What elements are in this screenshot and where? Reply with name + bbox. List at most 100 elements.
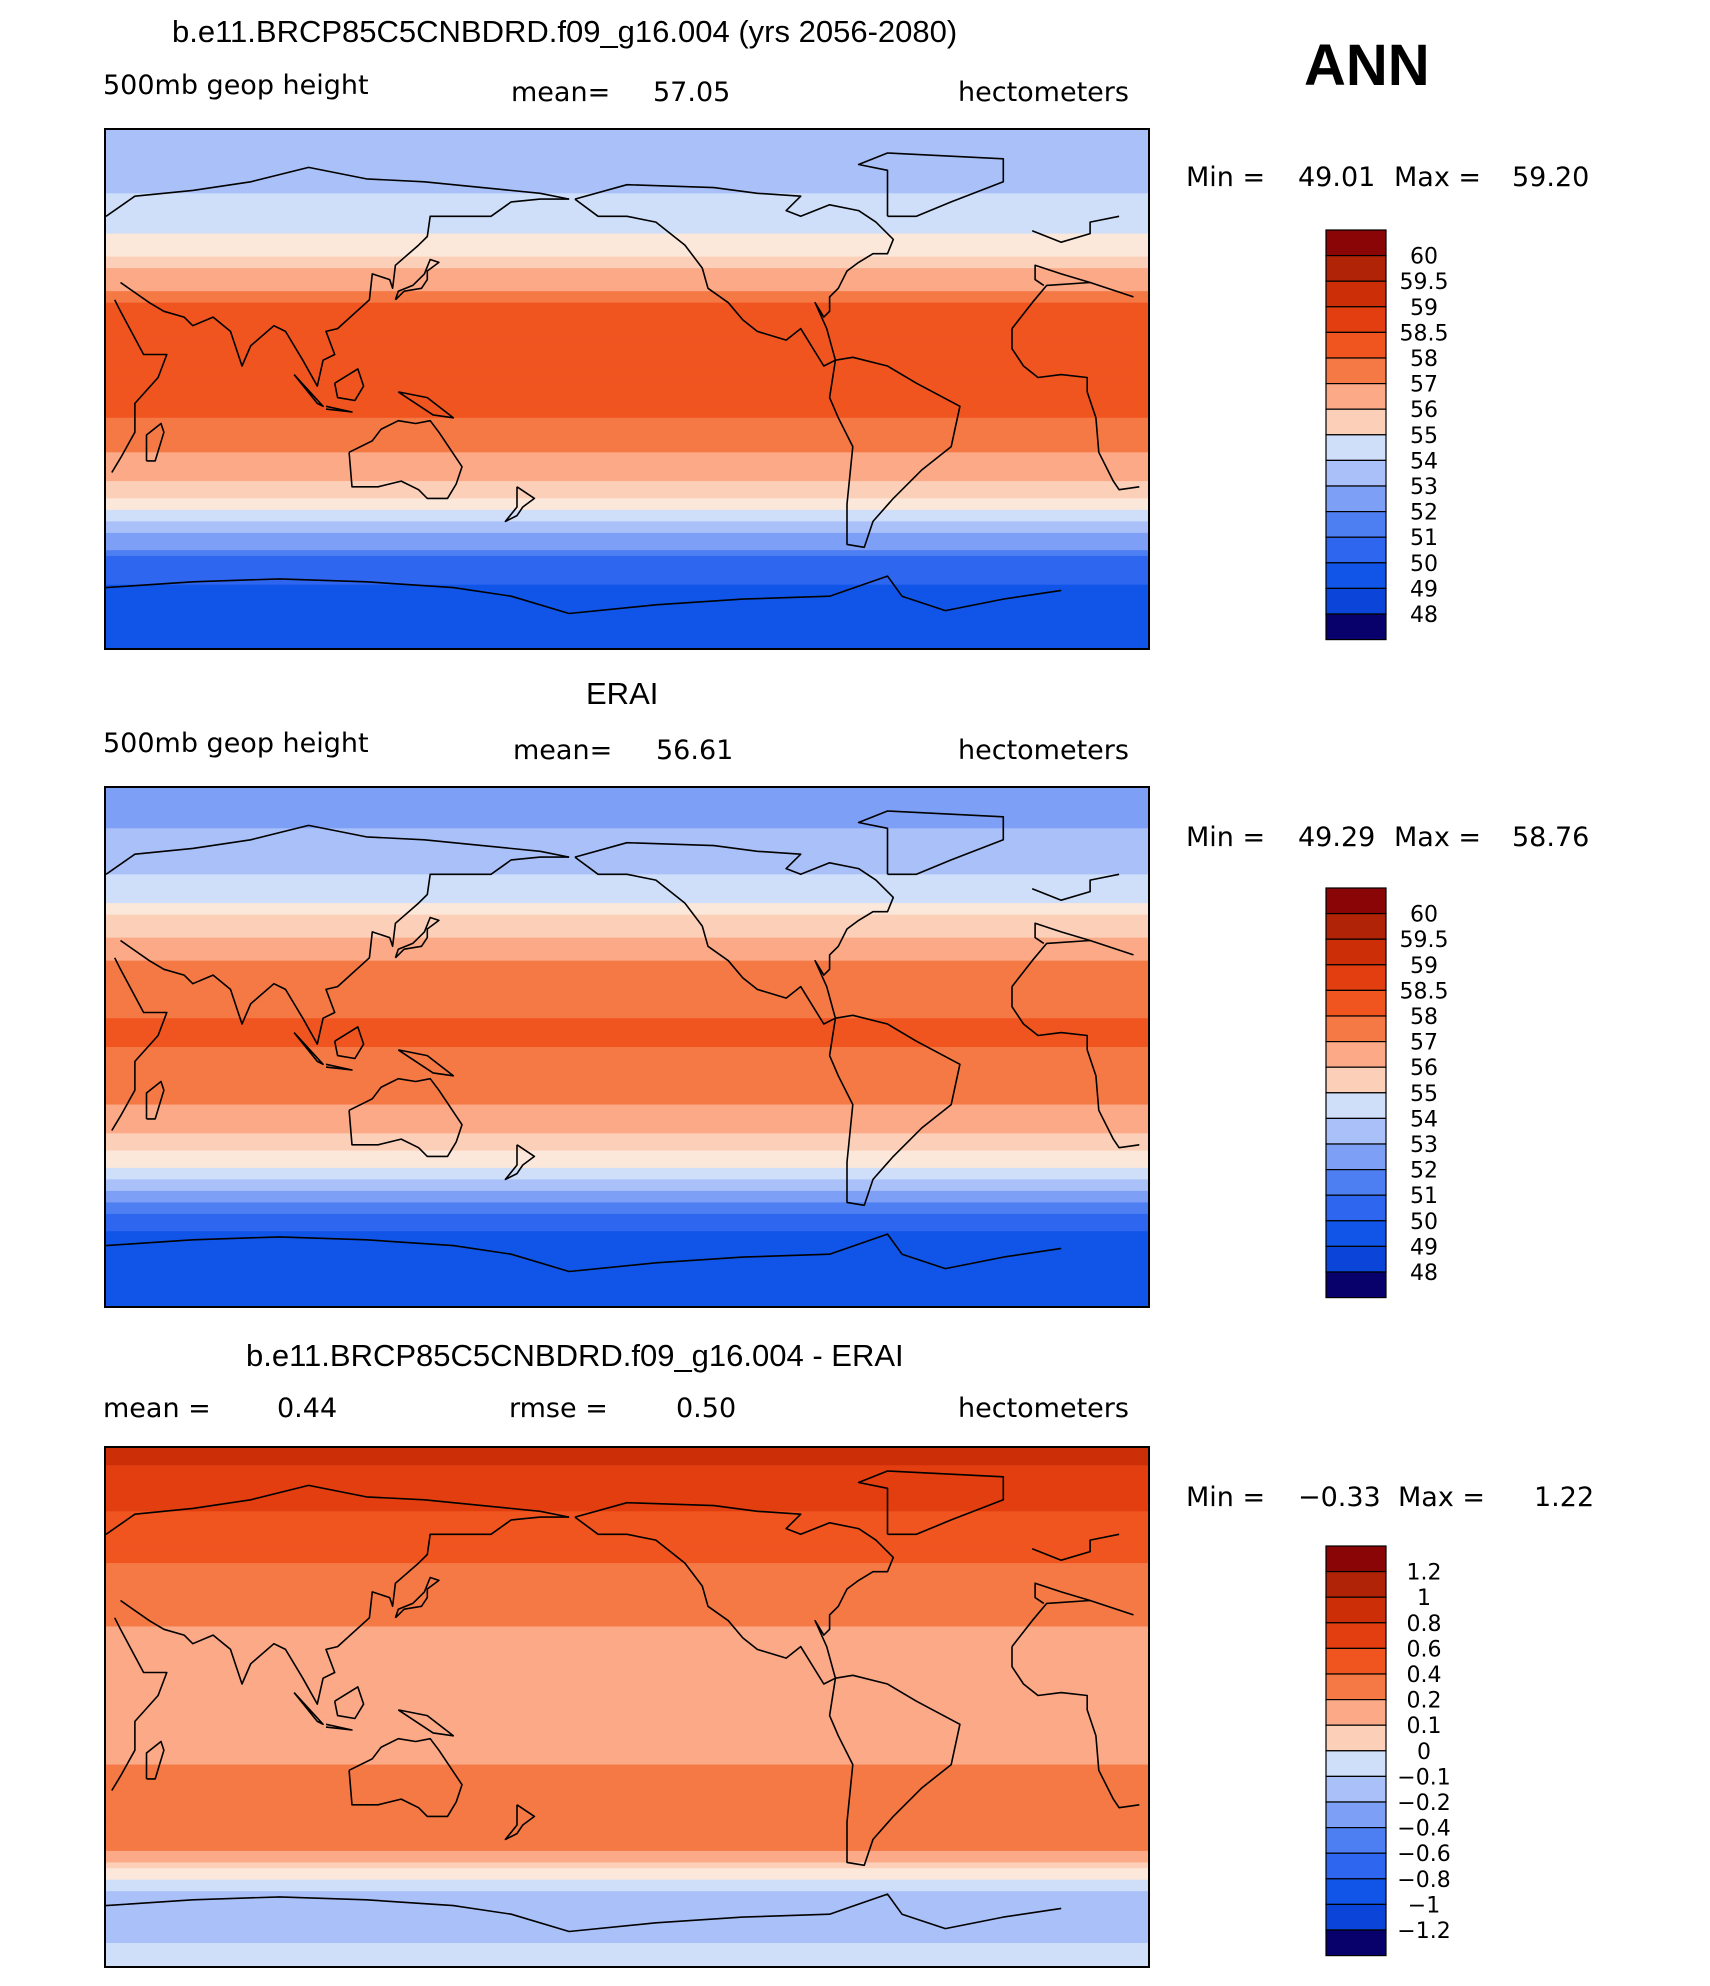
field-band	[106, 1282, 1148, 1290]
field-band	[106, 187, 1148, 194]
coastline	[397, 1709, 455, 1737]
field-band	[106, 273, 1148, 281]
colorbar-label: 57	[1410, 373, 1438, 398]
field-band	[106, 1000, 1148, 1008]
colorbar-box	[1325, 1169, 1387, 1196]
panel1-title: b.e11.BRCP85C5CNBDRD.f09_g16.004 (yrs 20…	[172, 14, 958, 49]
coastline	[504, 1144, 536, 1181]
colorbar-box	[1325, 1852, 1387, 1880]
field-band	[106, 914, 1148, 921]
panel1-min-label: Min =	[1186, 162, 1266, 193]
field-band	[106, 1018, 1148, 1025]
field-band	[106, 130, 1148, 137]
coastline	[333, 1686, 365, 1720]
field-band	[106, 1574, 1148, 1581]
field-band	[106, 1052, 1148, 1060]
field-band	[106, 153, 1148, 160]
panel1-field	[106, 130, 1148, 648]
colorbar-label: 0.2	[1407, 1689, 1442, 1714]
colorbar-label: 58.5	[1400, 979, 1449, 1004]
field-band	[106, 371, 1148, 379]
panel1-units-label: hectometers	[958, 77, 1129, 108]
field-band	[106, 989, 1148, 996]
field-band	[106, 210, 1148, 217]
colorbar-label: −0.2	[1397, 1791, 1450, 1816]
field-band	[106, 1058, 1148, 1065]
coastline	[394, 1576, 440, 1619]
field-band	[106, 1288, 1148, 1296]
field-band	[106, 504, 1148, 511]
field-band	[106, 400, 1148, 407]
colorbar-label: 58	[1410, 1005, 1438, 1030]
coastline	[106, 166, 570, 217]
colorbar-box	[1325, 1801, 1387, 1829]
field-band	[106, 1799, 1148, 1806]
colorbar-label: −1	[1408, 1893, 1440, 1918]
panel1-colorbar: 60 59.5 59 58.5 58 57 56 55 54 53 52 51 50 49 48	[1325, 229, 1448, 642]
field-band	[106, 1810, 1148, 1817]
field-band	[106, 377, 1148, 384]
coastline	[828, 1674, 961, 1867]
field-band	[106, 567, 1148, 574]
field-band	[106, 897, 1148, 904]
field-band	[106, 1041, 1148, 1048]
field-band	[106, 1707, 1148, 1714]
coastline	[333, 368, 365, 402]
field-band	[106, 1586, 1148, 1593]
field-band	[106, 1655, 1148, 1662]
panel2-title: ERAI	[586, 676, 659, 711]
field-band	[106, 1179, 1148, 1186]
colorbar-box	[1325, 1571, 1387, 1598]
field-band	[106, 435, 1148, 442]
field-band	[106, 1649, 1148, 1656]
field-band	[106, 1219, 1148, 1227]
colorbar-box	[1325, 1622, 1387, 1650]
field-band	[106, 262, 1148, 269]
colorbar-box	[1325, 485, 1387, 513]
field-band	[106, 1776, 1148, 1783]
field-band	[106, 250, 1148, 258]
colorbar-label: 0	[1417, 1740, 1431, 1765]
field-band	[106, 1167, 1148, 1175]
colorbar-box	[1325, 1673, 1387, 1701]
colorbar-label: 49	[1410, 577, 1438, 602]
coastline	[1031, 1533, 1120, 1561]
panel2-min-value: 49.29	[1298, 822, 1376, 853]
panel3-mean-value: 0.44	[277, 1393, 338, 1424]
colorbar-label: 0.6	[1407, 1637, 1442, 1662]
field-band	[106, 1557, 1148, 1564]
field-band	[106, 1104, 1148, 1111]
field-band	[106, 1070, 1148, 1077]
colorbar-box	[1325, 1245, 1387, 1273]
panel1-variable-label: 500mb geop height	[103, 70, 369, 101]
field-band	[106, 417, 1148, 425]
field-band	[106, 828, 1148, 835]
coastline	[120, 1516, 570, 1705]
colorbar-box	[1325, 383, 1387, 410]
colorbar-label: 58	[1410, 347, 1438, 372]
panel2-variable-label: 500mb geop height	[103, 728, 369, 759]
field-band	[106, 158, 1148, 166]
field-band	[106, 1465, 1148, 1472]
field-band	[106, 222, 1148, 229]
colorbar-label: 58.5	[1400, 321, 1449, 346]
colorbar-label: 52	[1410, 501, 1438, 526]
field-band	[106, 1960, 1148, 1966]
field-band	[106, 279, 1148, 286]
field-band	[106, 527, 1148, 534]
field-band	[106, 851, 1148, 858]
field-band	[106, 1879, 1148, 1887]
colorbar-box	[1325, 964, 1387, 992]
field-band	[106, 1758, 1148, 1766]
colorbar-box	[1325, 1143, 1387, 1171]
field-band	[106, 216, 1148, 223]
field-band	[106, 532, 1148, 540]
panel2-min-label: Min =	[1186, 822, 1266, 853]
field-band	[106, 1626, 1148, 1633]
coastline	[1011, 1646, 1140, 1809]
field-band	[106, 1064, 1148, 1071]
field-band	[106, 1494, 1148, 1501]
field-band	[106, 636, 1148, 643]
field-band	[106, 141, 1148, 148]
coastline	[1034, 922, 1091, 945]
